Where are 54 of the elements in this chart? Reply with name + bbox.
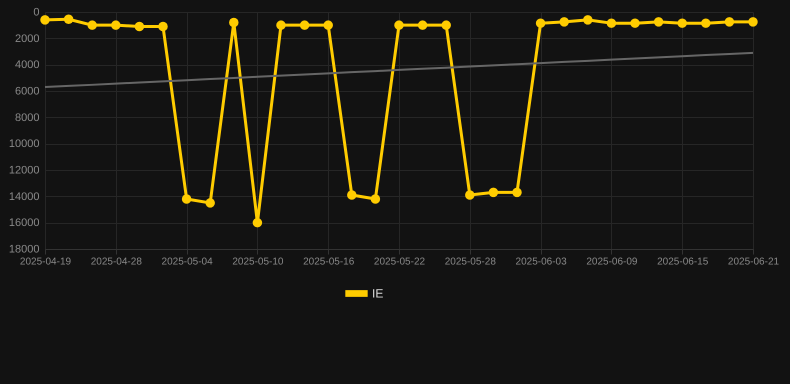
y-tick-label: 14000: [8, 190, 40, 203]
point: [158, 22, 168, 32]
y-tick-label: 6000: [15, 86, 40, 98]
y-tick-label: 4000: [15, 59, 40, 72]
point: [465, 190, 475, 200]
point: [748, 17, 758, 27]
point: [441, 20, 451, 30]
x-tick-label: 2025-05-28: [444, 256, 496, 268]
point: [87, 20, 97, 30]
line-series: [44, 52, 754, 88]
x-tick-label: 2025-04-19: [20, 256, 72, 268]
point: [677, 18, 687, 28]
x-tick-label: 2025-06-15: [657, 256, 709, 268]
point: [40, 15, 50, 25]
point: [418, 20, 428, 30]
point: [347, 190, 357, 200]
point: [182, 194, 192, 204]
point: [64, 14, 74, 24]
point: [536, 18, 546, 28]
y-tick-label: 16000: [8, 217, 40, 230]
point: [559, 17, 569, 27]
point: [512, 188, 522, 198]
y-tick-label: 0: [33, 6, 40, 18]
point: [323, 20, 333, 30]
point: [654, 17, 664, 27]
x-tick-label: 2025-06-09: [586, 256, 638, 268]
y-tick-label: 2000: [15, 32, 40, 45]
y-tick-label: 8000: [15, 112, 40, 124]
x-tick-label: 2025-05-16: [303, 256, 355, 268]
point: [630, 18, 640, 28]
point: [701, 18, 711, 28]
x-tick-label: 2025-06-03: [516, 256, 568, 268]
point: [276, 20, 286, 30]
point: [205, 198, 215, 208]
y-tick-label: 10000: [8, 138, 40, 150]
legend-label: IE: [372, 286, 384, 300]
point: [583, 15, 593, 25]
point: [488, 188, 498, 198]
point: [111, 20, 121, 30]
point: [394, 20, 404, 30]
y-tick-label: 18000: [8, 244, 40, 256]
x-tick-label: 2025-06-21: [728, 256, 780, 268]
x-tick-label: 2025-05-10: [232, 256, 284, 268]
point: [134, 22, 144, 32]
point: [724, 17, 734, 27]
point: [252, 218, 262, 228]
y-tick-label: 12000: [8, 164, 40, 176]
x-tick-label: 2025-05-22: [374, 256, 426, 268]
x-tick-label: 2025-04-28: [90, 256, 142, 268]
point: [300, 20, 310, 30]
point: [606, 18, 616, 28]
point: [370, 194, 380, 204]
x-tick-label: 2025-05-04: [162, 256, 214, 268]
point: [229, 18, 239, 28]
